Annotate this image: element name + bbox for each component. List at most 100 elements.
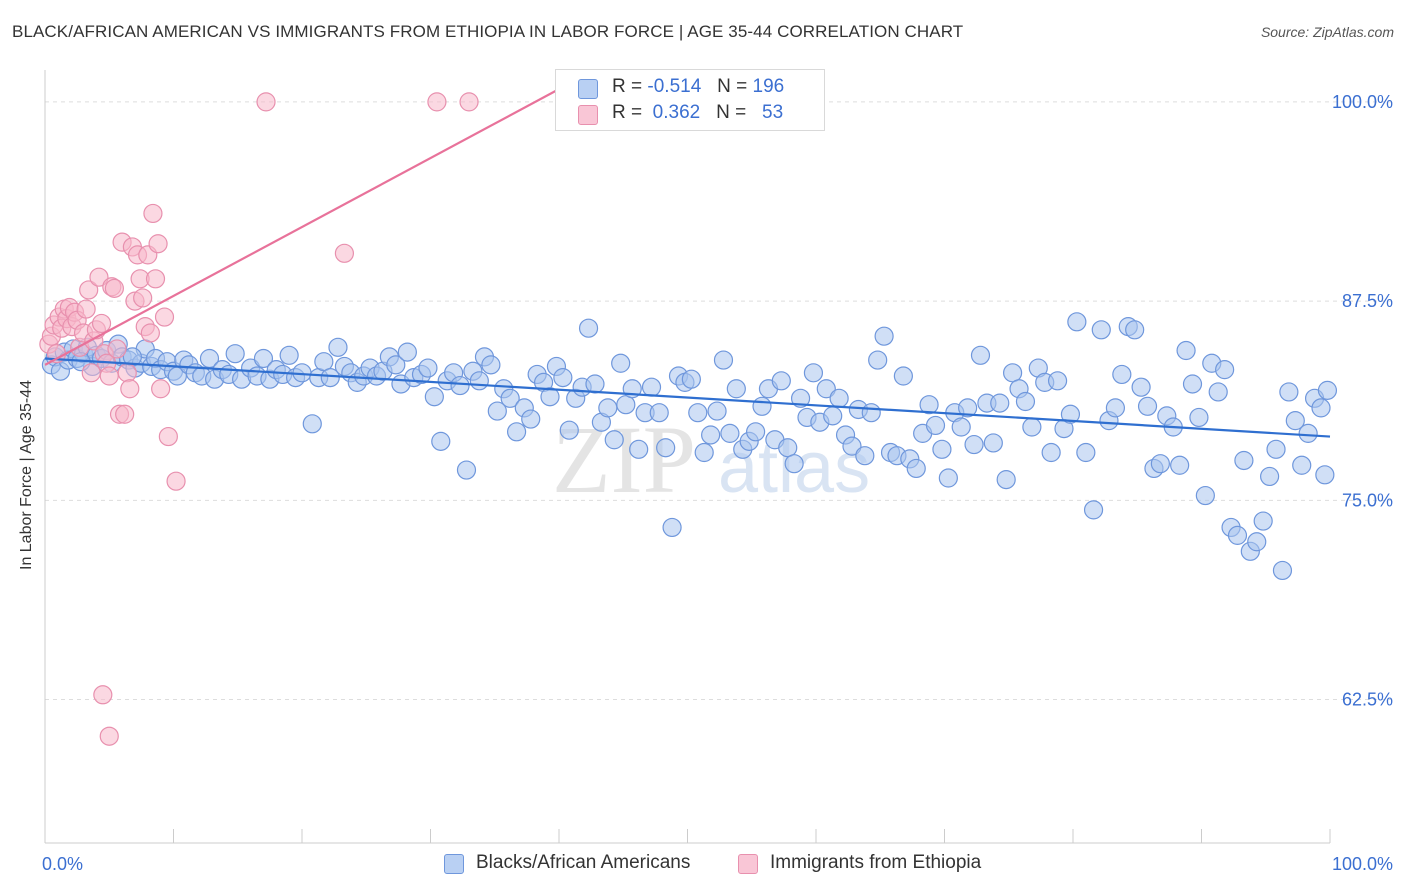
data-point-blacks [559, 420, 579, 440]
data-point-blacks [1176, 340, 1196, 361]
data-point-blacks [1041, 442, 1061, 463]
data-point-blacks [701, 425, 721, 445]
data-point-blacks [424, 387, 444, 407]
data-point-blacks [662, 517, 682, 538]
data-point-blacks [431, 431, 451, 451]
data-point-blacks [481, 355, 501, 375]
data-point-blacks [893, 366, 913, 386]
data-point-blacks [1091, 320, 1111, 340]
data-point-blacks [1105, 398, 1126, 418]
data-point-blacks [1067, 312, 1087, 332]
data-point-blacks [707, 401, 727, 421]
source-label: Source: ZipAtlas.com [1260, 24, 1394, 40]
data-point-ethiopia [133, 288, 153, 308]
data-point-blacks [656, 438, 676, 458]
data-point-blacks [253, 348, 274, 369]
data-point-blacks [521, 409, 541, 429]
data-point-blacks [964, 434, 984, 455]
data-point-blacks [713, 350, 734, 370]
data-point-blacks [641, 377, 662, 397]
data-point-blacks [1227, 525, 1248, 545]
data-point-blacks [1022, 417, 1042, 437]
bottom-legend-label-blacks: Blacks/African Americans [476, 852, 691, 873]
data-point-ethiopia [99, 366, 119, 386]
data-point-ethiopia [158, 426, 178, 447]
data-point-blacks [958, 398, 978, 418]
data-point-blacks [1247, 532, 1267, 552]
data-point-ethiopia [256, 92, 276, 112]
x-tick-label: 100.0% [1332, 854, 1393, 874]
y-tick-label: 62.5% [1342, 690, 1393, 710]
data-point-blacks [314, 352, 334, 372]
data-point-blacks [1047, 371, 1068, 391]
data-point-blacks [1260, 466, 1280, 487]
data-point-ethiopia [107, 339, 127, 359]
data-point-ethiopia [427, 92, 447, 112]
legend-stats-ethiopia: R = 0.362 N = 53 [612, 102, 784, 123]
data-point-blacks [487, 401, 507, 421]
data-point-blacks [1189, 407, 1209, 428]
series-blacks-african-americans [41, 312, 1338, 581]
data-point-blacks [1315, 465, 1335, 485]
data-point-blacks [726, 379, 746, 399]
data-point-blacks [906, 458, 926, 479]
data-point-blacks [328, 337, 348, 357]
data-point-blacks [1125, 320, 1145, 340]
data-point-blacks [694, 442, 714, 463]
data-point-blacks [932, 439, 952, 459]
data-point-blacks [996, 470, 1016, 490]
data-point-blacks [938, 468, 958, 488]
data-point-blacks [855, 446, 875, 466]
trend-line-blacks [44, 357, 1331, 438]
data-point-blacks [752, 396, 772, 416]
legend-swatch-pink [578, 105, 598, 125]
data-point-blacks [778, 438, 798, 458]
data-point-ethiopia [91, 313, 112, 334]
data-point-blacks [1015, 391, 1036, 412]
data-point-ethiopia [99, 726, 119, 746]
y-tick-label: 75.0% [1342, 490, 1393, 510]
data-point-ethiopia [79, 280, 99, 300]
data-point-blacks [868, 350, 888, 370]
data-point-blacks [1076, 442, 1096, 463]
data-point-blacks [823, 406, 843, 426]
x-tick-label: 0.0% [42, 854, 83, 874]
legend-swatch-blue [578, 79, 598, 99]
data-point-blacks [829, 388, 849, 408]
data-point-blacks [598, 398, 618, 418]
grid-lines [45, 101, 1392, 701]
y-tick-label: 100.0% [1332, 92, 1393, 112]
data-point-blacks [1272, 560, 1293, 581]
data-point-blacks [842, 436, 862, 456]
data-point-blacks [1003, 363, 1023, 383]
data-point-blacks [1137, 396, 1158, 416]
data-point-blacks [919, 395, 939, 415]
bottom-legend-label-ethiopia: Immigrants from Ethiopia [770, 852, 982, 873]
data-point-blacks [553, 368, 573, 388]
data-point-blacks [1234, 450, 1254, 471]
data-point-blacks [1292, 455, 1312, 475]
legend-stats-blacks: R = -0.514 N = 196 [612, 76, 785, 97]
data-point-blacks [469, 371, 489, 391]
data-point-blacks [540, 387, 560, 407]
data-point-blacks [1131, 377, 1151, 397]
data-point-blacks [1279, 382, 1299, 402]
data-point-ethiopia [145, 269, 166, 289]
data-point-blacks [874, 326, 894, 346]
data-point-blacks [1060, 404, 1081, 424]
data-point-blacks [1083, 500, 1104, 520]
data-point-blacks [688, 403, 708, 423]
series-immigrants-from-ethiopia [39, 92, 479, 746]
data-point-blacks [279, 345, 299, 365]
data-point-blacks [1150, 454, 1170, 474]
data-point-ethiopia [334, 243, 355, 263]
data-point-blacks [506, 422, 527, 442]
data-point-blacks [951, 417, 971, 437]
data-point-ethiopia [166, 471, 186, 491]
data-point-blacks [225, 344, 245, 364]
data-point-blacks [1311, 398, 1331, 418]
data-point-ethiopia [89, 267, 109, 287]
data-point-ethiopia [143, 203, 163, 224]
data-point-blacks [1317, 380, 1338, 400]
data-point-ethiopia [76, 299, 96, 319]
